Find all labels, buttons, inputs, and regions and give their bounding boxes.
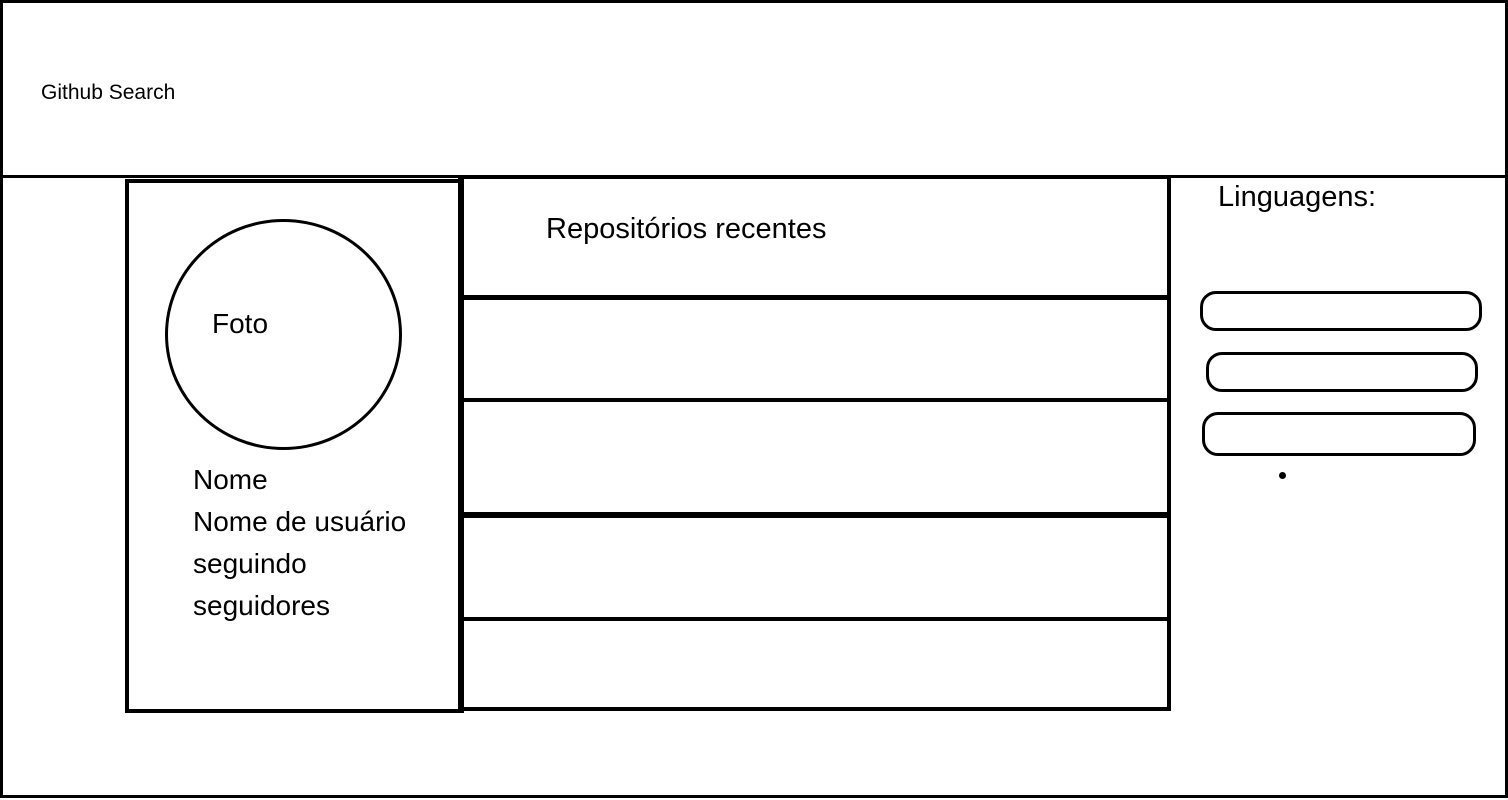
- language-pill[interactable]: [1206, 352, 1478, 392]
- repository-row[interactable]: [462, 518, 1167, 621]
- repository-row[interactable]: [462, 621, 1167, 707]
- profile-username: Nome de usuário: [193, 506, 407, 537]
- profile-card: Foto Nome Nome de usuário seguindo segui…: [125, 179, 464, 713]
- repositories-header: Repositórios recentes: [462, 179, 1167, 300]
- repositories-title: Repositórios recentes: [546, 213, 827, 245]
- avatar: Foto: [165, 219, 402, 450]
- app-title: Github Search: [41, 81, 176, 104]
- repository-row[interactable]: [462, 300, 1167, 402]
- profile-name: Nome: [193, 464, 268, 495]
- profile-followers[interactable]: seguidores: [193, 590, 330, 621]
- language-pill[interactable]: [1202, 412, 1476, 456]
- avatar-label: Foto: [212, 308, 269, 339]
- repository-row[interactable]: [462, 402, 1167, 518]
- profile-info: Nome Nome de usuário seguindo seguidores: [193, 459, 406, 627]
- profile-following[interactable]: seguindo: [193, 548, 307, 579]
- more-languages-dot: [1279, 472, 1286, 479]
- language-pill[interactable]: [1200, 291, 1482, 331]
- recent-repositories-panel: Repositórios recentes: [458, 175, 1171, 711]
- languages-title: Linguagens:: [1218, 181, 1377, 213]
- languages-panel: Linguagens:: [1198, 181, 1488, 491]
